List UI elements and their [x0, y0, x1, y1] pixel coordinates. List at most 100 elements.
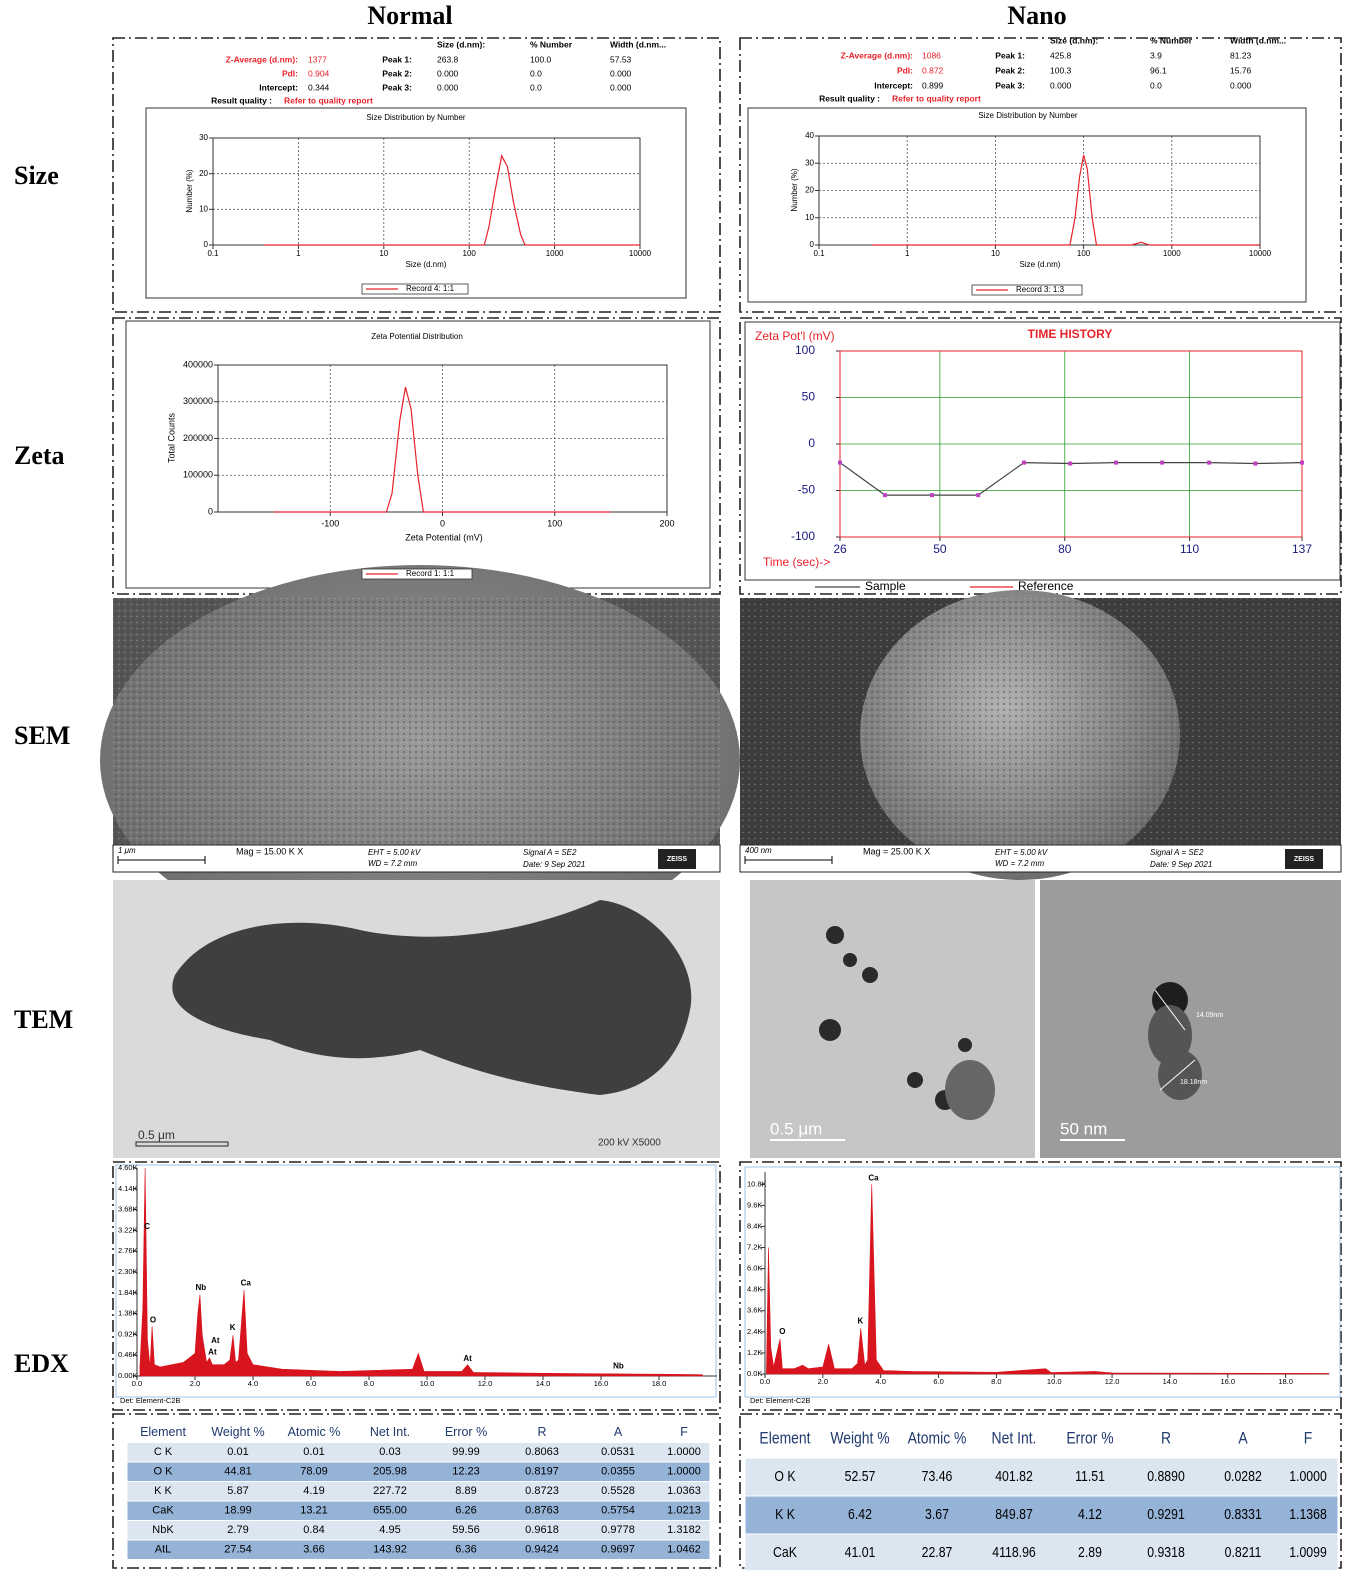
axis-line: [136, 1168, 717, 1377]
y-axis-label: Zeta Pot'l (mV): [755, 329, 835, 343]
y-axis-label: Number (%): [185, 169, 194, 212]
x-tick-label: 6.0: [933, 1377, 943, 1386]
column-header: Nano: [1007, 1, 1066, 30]
peak-value: 81.23: [1230, 50, 1252, 60]
measure-label: 14.09nm: [1196, 1012, 1223, 1019]
row-label: TEM: [14, 1005, 73, 1034]
sem-info-bar: [112, 844, 721, 873]
quality-label: Result quality :: [819, 93, 880, 103]
scale-bar: [744, 856, 833, 864]
y-tick-label: 30: [805, 158, 814, 167]
measure-label: 18.18nm: [1180, 1079, 1207, 1086]
y-tick-label: 30: [199, 133, 208, 142]
y-tick-label: 20: [805, 186, 814, 195]
x-axis-label: Zeta Potential (mV): [405, 532, 483, 542]
y-tick-label: -50: [798, 483, 816, 497]
x-tick-label: 16.0: [1220, 1377, 1235, 1386]
x-axis-label: Size (d.nm): [1020, 260, 1061, 269]
logo: ZEISS: [667, 856, 688, 863]
row-label: EDX: [14, 1349, 69, 1378]
y-tick-label: 100: [795, 343, 815, 357]
peak-value: 15.76: [1230, 65, 1252, 75]
table-cell: 0.0282: [1224, 1468, 1262, 1484]
result-value: 0.872: [922, 65, 944, 75]
y-tick-label: 0: [808, 436, 815, 450]
peak-value: 3.9: [1150, 50, 1162, 60]
panel-border: [739, 317, 1342, 595]
result-value: 1377: [308, 54, 327, 64]
table-cell: 1.0000: [1289, 1468, 1327, 1484]
sem-info-bar: [739, 844, 1342, 873]
row-label: Zeta: [14, 441, 65, 470]
result-label: Intercept:: [259, 82, 298, 92]
x-tick-label: 100: [547, 518, 562, 528]
date: Date: 9 Sep 2021: [523, 860, 585, 869]
panel-border: [112, 317, 721, 595]
table-header: Net Int.: [370, 1425, 410, 1439]
table-cell: 1.0000: [667, 1446, 701, 1458]
result-label: Z-Average (d.nm):: [841, 50, 914, 60]
x-tick-label: 14.0: [536, 1379, 551, 1388]
x-tick-label: 10: [379, 249, 388, 258]
table-cell: 27.54: [224, 1544, 252, 1556]
legend-box: [971, 284, 1083, 296]
y-tick-label: 40: [805, 131, 814, 140]
y-tick-label: 0.00K: [118, 1371, 138, 1380]
x-tick-label: 4.0: [248, 1379, 258, 1388]
table-row: [744, 1457, 1339, 1497]
column-header: Width (d.nm...: [610, 39, 666, 49]
data-point: [838, 460, 842, 465]
peak-value: 0.0: [530, 68, 542, 78]
table-cell: K K: [775, 1506, 795, 1522]
chart-frame: [125, 320, 711, 589]
chart-frame: [747, 107, 1307, 303]
y-tick-label: 8.4K: [747, 1221, 762, 1230]
table-cell: 1.1368: [1289, 1506, 1327, 1522]
x-tick-label: 200: [659, 518, 674, 528]
table-cell: NbK: [152, 1524, 174, 1536]
table-cell: 13.21: [300, 1505, 328, 1517]
plot-border: [765, 1172, 1329, 1374]
scale-bar: [135, 1141, 229, 1147]
peak-value: 100.0: [530, 54, 552, 64]
table-cell: 655.00: [373, 1505, 407, 1517]
table-cell: 4.95: [379, 1524, 400, 1536]
legend-label: Record 3: 1:3: [1016, 285, 1065, 294]
table-cell: 44.81: [224, 1466, 252, 1478]
axis-line: [764, 1172, 1329, 1375]
table-cell: 3.66: [303, 1544, 324, 1556]
table-cell: K K: [154, 1485, 172, 1497]
chart-title: Zeta Potential Distribution: [371, 332, 463, 341]
x-tick-label: 2.0: [818, 1377, 828, 1386]
data-line: [264, 154, 640, 246]
table-cell: 849.87: [995, 1506, 1033, 1522]
x-axis-label: Size (d.nm): [406, 260, 447, 269]
table-header: Element: [759, 1429, 811, 1448]
peak-annotation: K: [858, 1316, 864, 1325]
x-tick-label: 14.0: [1163, 1377, 1178, 1386]
y-tick-label: 20: [199, 169, 208, 178]
x-tick-label: 137: [1292, 542, 1312, 556]
chart-title: TIME HISTORY: [1028, 327, 1113, 341]
y-tick-label: 10: [199, 204, 208, 213]
table-header: Net Int.: [992, 1429, 1037, 1448]
y-tick-label: 2.30K: [118, 1267, 138, 1276]
eht: EHT = 5.00 kV: [995, 848, 1048, 857]
table-cell: 0.8723: [525, 1485, 559, 1497]
table-cell: 3.67: [925, 1506, 949, 1522]
x-tick-label: 4.0: [875, 1377, 885, 1386]
x-tick-label: 8.0: [364, 1379, 374, 1388]
x-tick-label: 0: [440, 518, 445, 528]
row-label: SEM: [14, 721, 70, 750]
table-cell: AtL: [155, 1544, 172, 1556]
scale-label: 1 μm: [118, 846, 136, 855]
table-cell: 4118.96: [992, 1544, 1036, 1560]
peak-value: 96.1: [1150, 65, 1167, 75]
x-tick-label: 10.0: [420, 1379, 435, 1388]
table-cell: 0.5754: [601, 1505, 635, 1517]
table-cell: CaK: [152, 1505, 174, 1517]
peak-annotation: C: [144, 1222, 150, 1231]
table-cell: 401.82: [995, 1468, 1033, 1484]
peak-annotation: At: [463, 1354, 472, 1363]
column-header: Size (d.nm):: [1050, 35, 1098, 45]
